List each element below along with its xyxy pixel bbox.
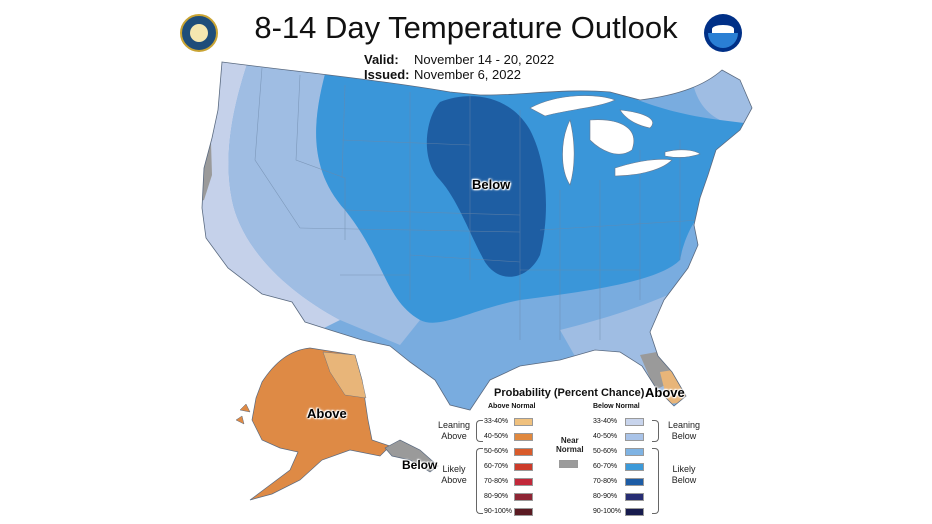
leaning-below-line2: Below (671, 431, 697, 441)
likely-below-line1: Likely (672, 464, 696, 474)
near-label: Near (560, 436, 579, 445)
likely-above-line1: Likely (442, 464, 466, 474)
legend-above-header: Above Normal (488, 403, 536, 410)
legend-swatch-near-normal (559, 460, 578, 468)
legend-brace (476, 448, 483, 514)
legend-above-pct: 50-60% (484, 448, 509, 455)
conus-outline (201, 61, 753, 411)
legend-swatch-below-90-100 (625, 508, 644, 516)
valid-dates: Valid: November 14 - 20, 2022 (364, 52, 554, 67)
legend-swatch-below-80-90 (625, 493, 644, 501)
legend-swatch-above-80-90 (514, 493, 533, 501)
leaning-above-line1: Leaning (437, 420, 471, 430)
legend-swatch-below-70-80 (625, 478, 644, 486)
legend-above-pct: 80-90% (484, 493, 509, 500)
legend-below-pct: 50-60% (593, 448, 618, 455)
likely-below-line2: Below (671, 475, 697, 485)
valid-value: November 14 - 20, 2022 (414, 52, 555, 67)
conus-probability-shading (202, 62, 752, 410)
legend-swatch-below-50-60 (625, 448, 644, 456)
legend-swatch-below-33-40 (625, 418, 644, 426)
leaning-below-line1: Leaning (667, 420, 701, 430)
legend-brace (476, 420, 483, 442)
likely-above-line2: Above (441, 475, 467, 485)
legend-title: Probability (Percent Chance) (494, 387, 645, 399)
noaa-logo-icon (704, 14, 742, 52)
issued-label: Issued: (364, 67, 410, 82)
legend-above-pct: 33-40% (484, 418, 509, 425)
legend-below-pct: 40-50% (593, 433, 618, 440)
legend-leaning-below: Leaning Below (662, 420, 706, 442)
legend-above-pct: 70-80% (484, 478, 509, 485)
region-label-below-se-alaska: Below (402, 458, 438, 472)
great-lakes (529, 95, 701, 186)
region-label-above-florida: Above (645, 385, 685, 400)
issued-date: Issued: November 6, 2022 (364, 67, 521, 82)
legend-above-pct: 60-70% (484, 463, 509, 470)
region-label-below-central: Below (472, 177, 511, 192)
legend-below-pct: 90-100% (593, 508, 622, 515)
page-title: 8-14 Day Temperature Outlook (254, 10, 678, 45)
legend-swatch-above-40-50 (514, 433, 533, 441)
legend-swatch-above-50-60 (514, 448, 533, 456)
legend-near-normal-label: Near Normal (556, 436, 584, 454)
legend-swatch-below-60-70 (625, 463, 644, 471)
legend-below-pct: 33-40% (593, 418, 618, 425)
legend-swatch-above-70-80 (514, 478, 533, 486)
commerce-seal-icon (180, 14, 218, 52)
valid-label: Valid: (364, 52, 399, 67)
legend-leaning-above: Leaning Above (434, 420, 474, 442)
legend-below-header: Below Normal (593, 403, 640, 410)
normal-label: Normal (556, 445, 584, 454)
legend-brace (652, 420, 659, 442)
legend-above-pct: 40-50% (484, 433, 509, 440)
issued-value: November 6, 2022 (414, 67, 521, 82)
legend-likely-below: Likely Below (662, 464, 706, 486)
legend-below-pct: 70-80% (593, 478, 618, 485)
legend-swatch-below-40-50 (625, 433, 644, 441)
legend-swatch-above-60-70 (514, 463, 533, 471)
legend-swatch-above-33-40 (514, 418, 533, 426)
legend-likely-above: Likely Above (434, 464, 474, 486)
alaska-shading (235, 347, 439, 501)
legend-brace (652, 448, 659, 514)
region-label-above-alaska: Above (307, 406, 347, 421)
leaning-above-line2: Above (441, 431, 467, 441)
legend-below-pct: 80-90% (593, 493, 618, 500)
legend-swatch-above-90-100 (514, 508, 533, 516)
probability-legend: Probability (Percent Chance) Above Norma… (430, 382, 740, 516)
legend-above-pct: 90-100% (484, 508, 513, 515)
legend-below-pct: 60-70% (593, 463, 618, 470)
